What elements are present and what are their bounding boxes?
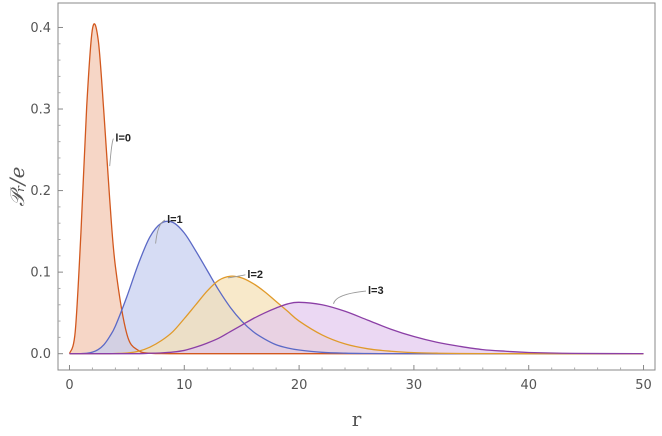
y-tick-label: 0.2 [30, 184, 51, 199]
annotation-leader [155, 219, 166, 244]
x-tick-label: 50 [635, 378, 652, 393]
y-axis-ticks: 0.0 0.1 0.2 0.3 0.4 [30, 21, 63, 362]
x-tick-label: 0 [65, 378, 73, 393]
x-tick-label: 30 [406, 378, 423, 393]
annotation-label-1: l=1 [167, 214, 183, 226]
annotation-label-2: l=2 [247, 269, 263, 281]
plot-frame [57, 2, 656, 371]
annotation-leader [333, 290, 367, 305]
series-line-3 [69, 301, 644, 355]
x-tick-label: 40 [520, 378, 537, 393]
annotation-leader [227, 274, 246, 279]
y-axis-title: 𝒫ᵣ/e [5, 167, 29, 207]
curve-annotations: l=0 l=1 l=2 l=3 [109, 133, 384, 305]
x-axis-title: r [352, 407, 362, 431]
x-tick-label: 20 [291, 378, 308, 393]
y-tick-label: 0.3 [30, 103, 51, 118]
series-lines [68, 23, 644, 355]
annotation-label-3: l=3 [368, 285, 384, 297]
series-areas [69, 23, 644, 354]
series-area-2 [69, 276, 644, 354]
annotation-label-0: l=0 [115, 133, 131, 145]
x-tick-label: 10 [176, 378, 193, 393]
y-tick-label: 0.0 [30, 347, 51, 362]
x-axis-ticks: 0 10 20 30 40 50 [65, 365, 652, 393]
y-tick-label: 0.4 [30, 21, 51, 36]
annotation-leader [109, 138, 114, 167]
y-tick-label: 0.1 [30, 266, 51, 281]
